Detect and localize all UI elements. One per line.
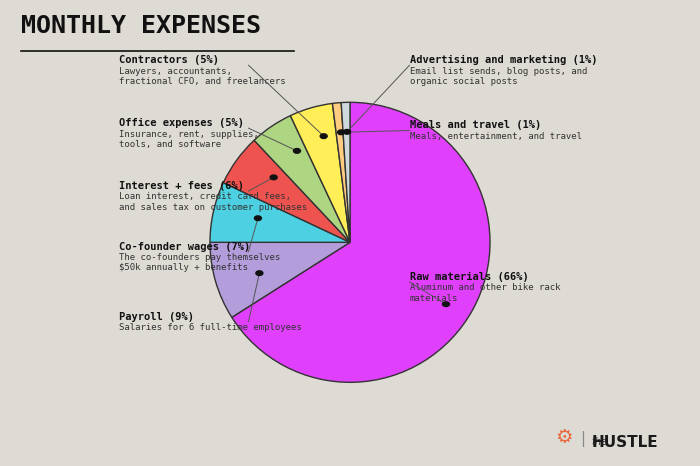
- Wedge shape: [254, 116, 350, 242]
- Text: Loan interest, credit card fees,
and sales tax on customer purchases: Loan interest, credit card fees, and sal…: [119, 192, 307, 212]
- Text: Raw materials (66%): Raw materials (66%): [410, 272, 528, 282]
- Wedge shape: [223, 140, 350, 242]
- Wedge shape: [341, 103, 350, 242]
- Text: ⚙: ⚙: [554, 428, 573, 447]
- Text: Aluminum and other bike rack
materials: Aluminum and other bike rack materials: [410, 283, 560, 303]
- Text: Meals, entertainment, and travel: Meals, entertainment, and travel: [410, 132, 582, 141]
- Text: Office expenses (5%): Office expenses (5%): [119, 118, 244, 128]
- Text: the: the: [592, 438, 608, 447]
- Text: Contractors (5%): Contractors (5%): [119, 55, 219, 65]
- Text: Advertising and marketing (1%): Advertising and marketing (1%): [410, 55, 597, 65]
- Text: MONTHLY EXPENSES: MONTHLY EXPENSES: [21, 14, 261, 38]
- Wedge shape: [332, 103, 350, 242]
- Text: Interest + fees (6%): Interest + fees (6%): [119, 181, 244, 191]
- Text: Email list sends, blog posts, and
organic social posts: Email list sends, blog posts, and organi…: [410, 67, 587, 86]
- Text: |: |: [581, 432, 591, 447]
- Text: Payroll (9%): Payroll (9%): [119, 311, 194, 322]
- Text: Lawyers, accountants,
fractional CFO, and freelancers: Lawyers, accountants, fractional CFO, an…: [119, 67, 286, 86]
- Wedge shape: [210, 242, 350, 317]
- Text: The co-founders pay themselves
$50k annually + benefits: The co-founders pay themselves $50k annu…: [119, 253, 280, 273]
- Wedge shape: [210, 183, 350, 242]
- Text: Salaries for 6 full-time employees: Salaries for 6 full-time employees: [119, 323, 302, 332]
- Text: Co-founder wages (7%): Co-founder wages (7%): [119, 241, 251, 252]
- Text: Insurance, rent, supplies,
tools, and software: Insurance, rent, supplies, tools, and so…: [119, 130, 259, 149]
- Wedge shape: [232, 103, 490, 382]
- Text: HUSTLE: HUSTLE: [592, 435, 658, 450]
- Wedge shape: [290, 103, 350, 242]
- Text: Meals and travel (1%): Meals and travel (1%): [410, 120, 540, 130]
